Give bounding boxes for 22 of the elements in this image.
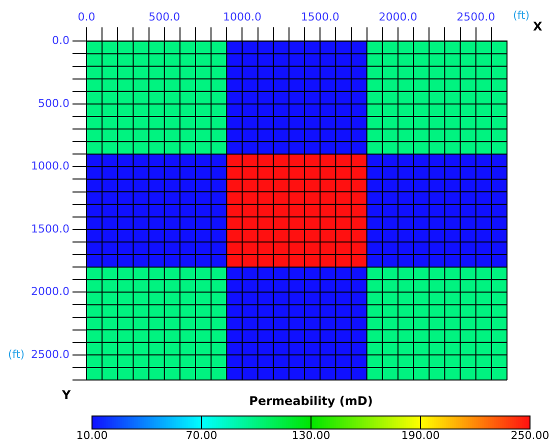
y-tick-label: 1000.0 [30,160,70,173]
x-tick-label: 500.0 [148,10,180,24]
x-tick-label: 0.0 [78,10,96,24]
x-tick-label: 1500.0 [300,10,340,24]
x-tick-label: 2500.0 [456,10,496,24]
y-tick-label: 2500.0 [30,348,70,361]
color-bar-label: 250.00 [510,428,550,442]
color-bar-label: 130.00 [292,428,330,442]
y-tick-label: 500.0 [38,96,70,110]
y-tick-label: 2000.0 [30,285,70,298]
text: Y [61,388,71,402]
x-tick-label: 2000.0 [378,10,418,24]
color-bar-label: 190.00 [401,428,440,442]
text: (ft) [8,348,25,361]
color-bar-label: 70.00 [186,428,218,442]
x-tick-label: 1000.0 [222,10,262,24]
x-axis-title: (ft) [513,8,530,22]
color-bar-title: Permeability (mD) [249,394,373,408]
text: X [533,19,543,34]
color-bar-label: 10.00 [76,428,108,442]
y-tick-label: 1500.0 [30,222,70,236]
y-tick-label: 0.0 [52,34,70,48]
